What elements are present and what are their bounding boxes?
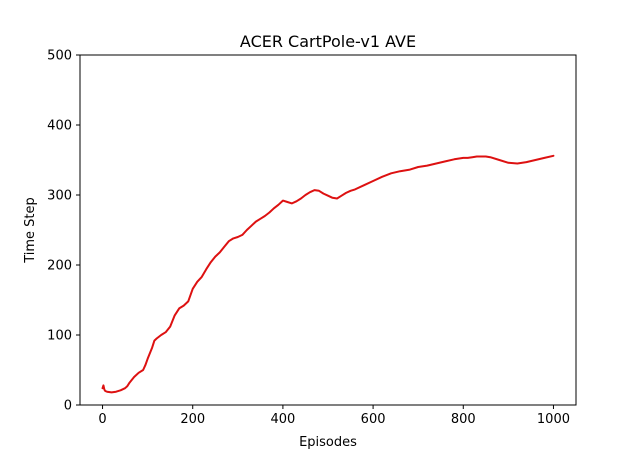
x-tick-label: 1000 <box>537 412 570 427</box>
y-tick-label: 0 <box>64 399 72 414</box>
x-tick-label: 800 <box>451 412 476 427</box>
y-tick-label: 400 <box>47 119 72 134</box>
series-line-0 <box>101 154 555 394</box>
x-tick-label: 0 <box>98 412 106 427</box>
plot-area: 0 200 400 600 800 1000 0 100 200 300 400 500 <box>47 49 577 427</box>
x-tick-label: 400 <box>270 412 295 427</box>
y-tick-label: 500 <box>47 49 72 64</box>
chart-title: ACER CartPole-v1 AVE <box>240 32 416 51</box>
x-tick-label: 600 <box>361 412 386 427</box>
y-tick-label: 200 <box>47 259 72 274</box>
y-tick-label: 100 <box>47 329 72 344</box>
x-axis-label: Episodes <box>299 435 357 450</box>
y-axis-label: Time Step <box>23 197 38 264</box>
x-tick-label: 200 <box>180 412 205 427</box>
y-tick-label: 300 <box>47 189 72 204</box>
plot-frame <box>79 54 577 406</box>
